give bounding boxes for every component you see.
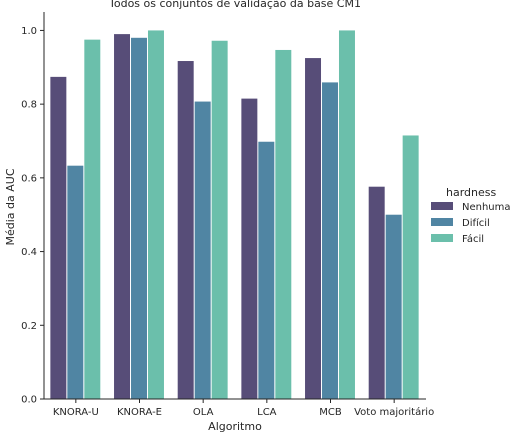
legend-swatch — [431, 234, 453, 242]
y-tick-label: 0.0 — [21, 395, 37, 406]
y-tick-label: 0.8 — [21, 100, 37, 111]
legend: hardness Nenhuma Difícil Fácil — [431, 186, 511, 245]
bar-lca-nenhuma — [241, 98, 258, 400]
legend-entry-label: Difícil — [462, 217, 490, 229]
x-axis-label: Algoritmo — [208, 420, 262, 432]
y-tick-label: 1.0 — [21, 26, 37, 37]
y-axis-label: Média da AUC — [4, 168, 17, 245]
bar-knora-e-f-cil — [147, 30, 164, 400]
bar-knora-e-nenhuma — [114, 34, 131, 400]
x-tick-label: Voto majoritário — [354, 406, 434, 418]
legend-title: hardness — [446, 186, 496, 199]
bar-knora-u-nenhuma — [50, 76, 67, 400]
chart-title: Todos os conjuntos de validação da base … — [108, 0, 361, 10]
legend-swatch — [431, 202, 453, 210]
y-tick-label: 0.6 — [21, 173, 37, 184]
legend-entry-label: Fácil — [462, 233, 484, 245]
y-tick-label: 0.4 — [21, 247, 37, 258]
bar-lca-dif-cil — [258, 141, 275, 400]
bar-voto-majorit-rio-dif-cil — [385, 214, 402, 399]
y-tick-label: 0.2 — [21, 321, 37, 332]
bar-ola-dif-cil — [194, 101, 211, 399]
bar-knora-u-f-cil — [84, 39, 101, 399]
bar-mcb-dif-cil — [322, 82, 338, 400]
x-tick-label: KNORA-E — [117, 407, 162, 418]
x-tick-label: LCA — [257, 407, 277, 418]
legend-entry-label: Nenhuma — [462, 202, 511, 213]
x-tick-label: OLA — [193, 407, 214, 418]
x-tick-label: MCB — [319, 407, 342, 418]
x-tick-label: KNORA-U — [53, 407, 99, 418]
bar-lca-f-cil — [275, 49, 292, 400]
bar-mcb-nenhuma — [305, 58, 322, 399]
bar-voto-majorit-rio-f-cil — [402, 135, 419, 399]
bar-ola-f-cil — [211, 40, 228, 399]
bar-mcb-f-cil — [338, 30, 355, 400]
bar-knora-u-dif-cil — [67, 165, 84, 399]
legend-swatch — [431, 218, 453, 226]
bar-knora-e-dif-cil — [131, 37, 147, 400]
bar-voto-majorit-rio-nenhuma — [368, 186, 385, 399]
bar-ola-nenhuma — [177, 61, 194, 400]
plot-area: 0.0 0.2 0.4 0.6 0.8 1.0 KNORA-U KNORA-E OLA LCA MC… — [21, 12, 434, 418]
